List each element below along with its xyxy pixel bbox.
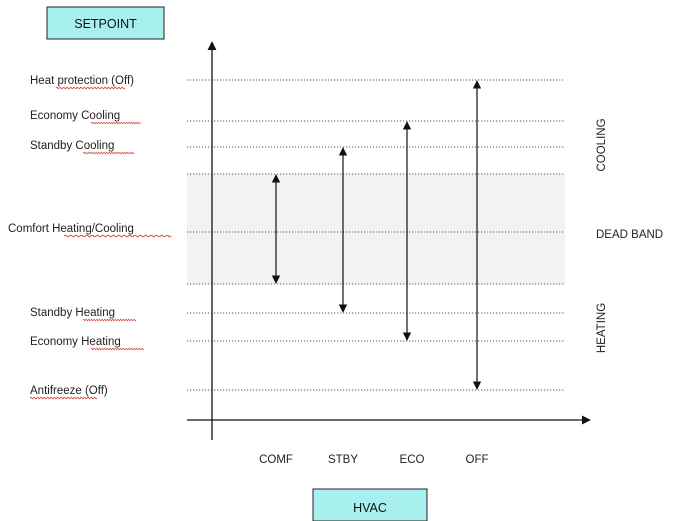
- level-label-antifreeze: Antifreeze (Off): [30, 385, 108, 397]
- mode-label-stby: STBY: [328, 454, 358, 466]
- level-label-comfort: Comfort Heating/Cooling: [8, 223, 134, 235]
- mode-label-comf: COMF: [259, 454, 293, 466]
- level-label-standby-heating: Standby Heating: [30, 307, 115, 319]
- zone-label-dead-band: DEAD BAND: [596, 229, 663, 241]
- mode-label-off: OFF: [466, 454, 489, 466]
- hvac-title: HVAC: [353, 501, 387, 515]
- spellcheck-underlines: [29, 86, 172, 400]
- level-label-heat-protection: Heat protection (Off): [30, 75, 134, 87]
- mode-label-eco: ECO: [400, 454, 425, 466]
- level-label-economy-heating: Economy Heating: [30, 336, 121, 348]
- setpoint-title: SETPOINT: [74, 17, 137, 31]
- zone-label-cooling: COOLING: [596, 118, 608, 171]
- hvac-title-box: [312, 488, 428, 521]
- zone-label-heating: HEATING: [596, 303, 608, 353]
- dead-band-region: [187, 174, 565, 284]
- level-label-standby-cooling: Standby Cooling: [30, 140, 114, 152]
- level-label-economy-cooling: Economy Cooling: [30, 110, 120, 122]
- setpoint-title-box: [46, 6, 165, 40]
